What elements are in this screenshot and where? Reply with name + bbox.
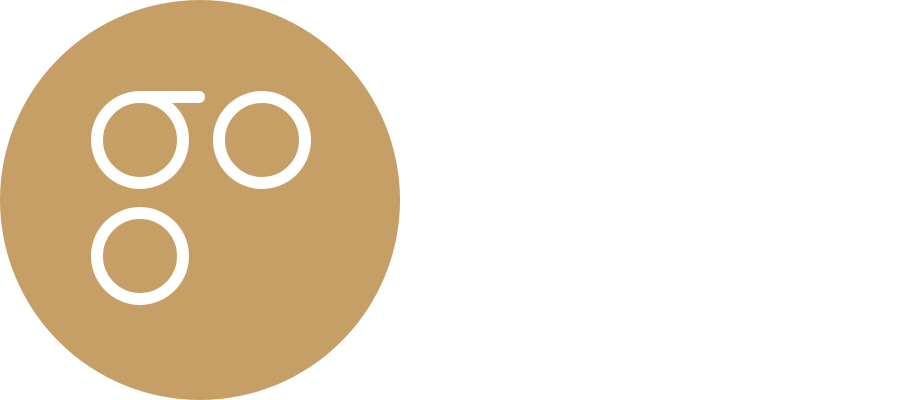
letter-o-top-right <box>213 91 311 189</box>
letter-o-bottom-left <box>91 207 189 305</box>
logo-lettering <box>91 91 311 305</box>
logo-circle <box>0 0 400 400</box>
